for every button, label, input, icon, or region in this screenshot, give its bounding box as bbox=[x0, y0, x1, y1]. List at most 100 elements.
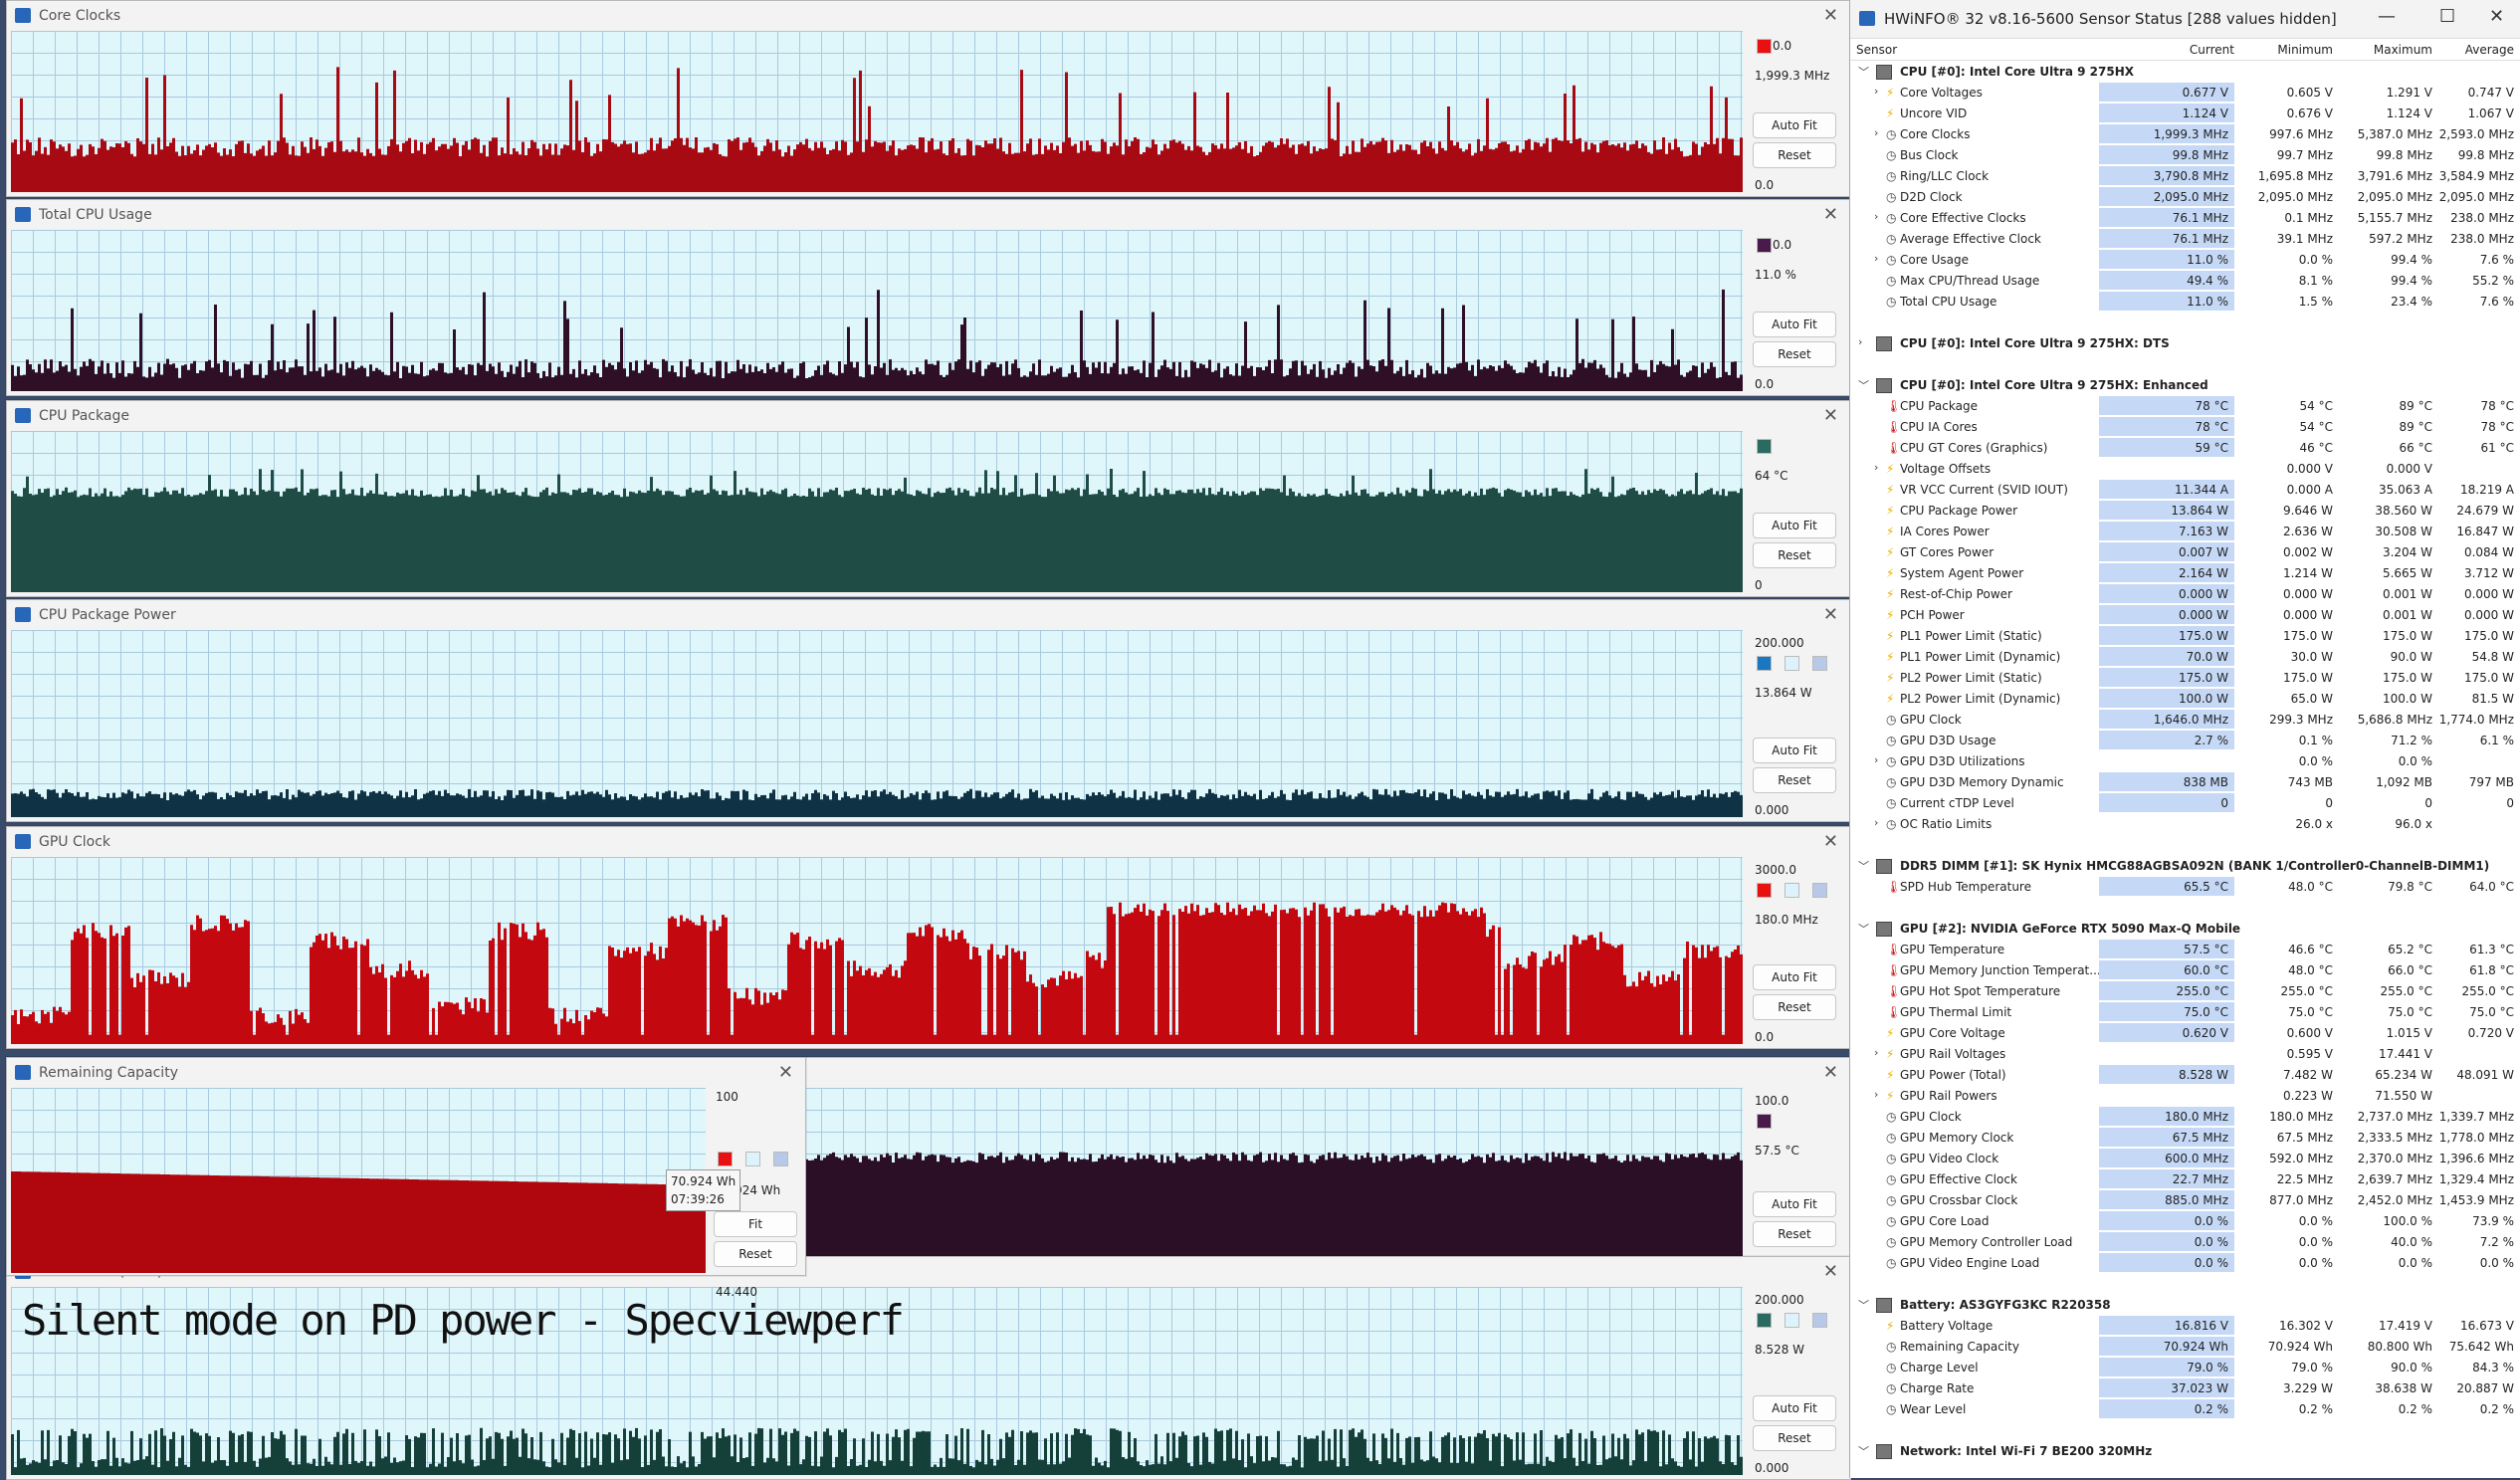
sensor-row[interactable]: ◷ GPU D3D Memory Dynamic 838 MB 743 MB 1,092… bbox=[1850, 772, 2520, 793]
color-swatch[interactable] bbox=[1785, 1313, 1799, 1328]
reset-button[interactable]: Reset bbox=[1753, 1221, 1836, 1247]
sensor-group-row[interactable]: ﹀ CPU [#0]: Intel Core Ultra 9 275HX: Enh… bbox=[1850, 375, 2520, 396]
chevron-right-icon[interactable]: › bbox=[1874, 816, 1879, 829]
sensor-row[interactable]: › ⚡ Voltage Offsets 0.000 V 0.000 V bbox=[1850, 459, 2520, 480]
sensor-row[interactable]: ⚡ PL2 Power Limit (Static) 175.0 W 175.0 W 1… bbox=[1850, 668, 2520, 689]
close-icon[interactable]: ✕ bbox=[1822, 5, 1838, 26]
color-swatch[interactable] bbox=[1812, 656, 1827, 671]
hwinfo-sensor-window[interactable]: HWiNFO® 32 v8.16-5600 Sensor Status [288… bbox=[1849, 0, 2520, 1478]
sensor-row[interactable]: 🌡 GPU Memory Junction Temperat... 60.0 °C 4… bbox=[1850, 960, 2520, 981]
auto-fit-button[interactable]: Auto Fit bbox=[1753, 738, 1836, 763]
chevron-right-icon[interactable]: › bbox=[1874, 1088, 1879, 1101]
chevron-down-icon[interactable]: ﹀ bbox=[1858, 66, 1869, 79]
cpu-package-window[interactable]: CPU Package ✕ 64 °C Auto Fit Reset 0 bbox=[6, 400, 1851, 597]
color-swatch[interactable] bbox=[773, 1152, 788, 1166]
color-swatch[interactable] bbox=[745, 1152, 760, 1166]
col-sensor[interactable]: Sensor bbox=[1856, 43, 1898, 57]
chevron-right-icon[interactable]: › bbox=[1874, 85, 1879, 98]
reset-button[interactable]: Reset bbox=[1753, 142, 1836, 168]
minimize-icon[interactable]: — bbox=[2378, 6, 2396, 27]
reset-button[interactable]: Reset bbox=[714, 1241, 797, 1267]
chevron-right-icon[interactable]: › bbox=[1874, 1046, 1879, 1059]
sensor-group-row[interactable]: ﹀ DDR5 DIMM [#1]: SK Hynix HMCG88AGBSA092… bbox=[1850, 856, 2520, 877]
color-swatch[interactable] bbox=[1812, 1313, 1827, 1328]
sensor-row[interactable]: › ◷ OC Ratio Limits 26.0 x 96.0 x bbox=[1850, 814, 2520, 835]
total-cpu-usage-window[interactable]: Total CPU Usage ✕ 0.0 11.0 % Auto Fit Reset 0.… bbox=[6, 199, 1851, 396]
chevron-down-icon[interactable]: ﹀ bbox=[1858, 923, 1869, 936]
sensor-row[interactable]: ◷ GPU Video Clock 600.0 MHz 592.0 MHz 2,370.… bbox=[1850, 1149, 2520, 1169]
sensor-row[interactable]: ⚡ System Agent Power 2.164 W 1.214 W 5.665 W… bbox=[1850, 563, 2520, 584]
reset-button[interactable]: Reset bbox=[1753, 542, 1836, 568]
sensor-row[interactable]: ◷ GPU Core Load 0.0 % 0.0 % 100.0 % 73.9 % bbox=[1850, 1211, 2520, 1232]
auto-fit-button[interactable]: Auto Fit bbox=[1753, 964, 1836, 990]
chevron-right-icon[interactable]: › bbox=[1874, 126, 1879, 139]
close-icon[interactable]: ✕ bbox=[1822, 604, 1838, 625]
chevron-down-icon[interactable]: ﹀ bbox=[1858, 860, 1869, 873]
sensor-row[interactable]: ◷ GPU Clock 1,646.0 MHz 299.3 MHz 5,686.8 MH… bbox=[1850, 710, 2520, 731]
sensor-row[interactable]: ⚡ GT Cores Power 0.007 W 0.002 W 3.204 W 0.08… bbox=[1850, 542, 2520, 563]
color-swatch[interactable] bbox=[1785, 883, 1799, 898]
sensor-group-row[interactable]: ﹀ GPU [#2]: NVIDIA GeForce RTX 5090 Max-Q… bbox=[1850, 919, 2520, 940]
auto-fit-button[interactable]: Auto Fit bbox=[1753, 312, 1836, 337]
sensor-row[interactable]: ◷ GPU Crossbar Clock 885.0 MHz 877.0 MHz 2,4… bbox=[1850, 1190, 2520, 1211]
sensor-row[interactable]: 🌡 CPU Package 78 °C 54 °C 89 °C 78 °C bbox=[1850, 396, 2520, 417]
col-minimum[interactable]: Minimum bbox=[2277, 43, 2333, 57]
col-maximum[interactable]: Maximum bbox=[2373, 43, 2432, 57]
sensor-row[interactable]: ⚡ Rest-of-Chip Power 0.000 W 0.000 W 0.001 W… bbox=[1850, 584, 2520, 605]
sensor-row[interactable]: ⚡ GPU Power (Total) 8.528 W 7.482 W 65.234 W… bbox=[1850, 1065, 2520, 1086]
close-icon[interactable]: ✕ bbox=[777, 1062, 793, 1083]
chevron-down-icon[interactable]: ﹀ bbox=[1858, 1299, 1869, 1312]
sensor-row[interactable]: › ◷ GPU D3D Utilizations 0.0 % 0.0 % bbox=[1850, 751, 2520, 772]
chevron-down-icon[interactable]: ﹀ bbox=[1858, 1445, 1869, 1458]
sensor-row[interactable]: 🌡 CPU GT Cores (Graphics) 59 °C 46 °C 66 °C 6… bbox=[1850, 438, 2520, 459]
fit-button[interactable]: Fit bbox=[714, 1211, 797, 1237]
sensor-row[interactable]: ⚡ CPU Package Power 13.864 W 9.646 W 38.560 … bbox=[1850, 501, 2520, 522]
remaining-title-bar[interactable]: Remaining Capacity ✕ bbox=[7, 1058, 805, 1086]
sensor-row[interactable]: ◷ Current cTDP Level 0 0 0 0 bbox=[1850, 793, 2520, 814]
sensor-row[interactable]: ◷ GPU Video Engine Load 0.0 % 0.0 % 0.0 % 0.0… bbox=[1850, 1253, 2520, 1274]
sensor-row[interactable]: ⚡ Uncore VID 1.124 V 0.676 V 1.124 V 1.067 V bbox=[1850, 104, 2520, 124]
sensor-row[interactable]: ⚡ IA Cores Power 7.163 W 2.636 W 30.508 W 16.… bbox=[1850, 522, 2520, 542]
color-swatch[interactable] bbox=[1757, 1114, 1772, 1129]
sensor-row[interactable]: ◷ GPU Memory Controller Load 0.0 % 0.0 % 40.… bbox=[1850, 1232, 2520, 1253]
cpu-package-power-window[interactable]: CPU Package Power ✕ 200.000 13.864 W Auto Fi… bbox=[6, 599, 1851, 822]
sensor-row[interactable]: 🌡 GPU Temperature 57.5 °C 46.6 °C 65.2 °C 61.… bbox=[1850, 940, 2520, 960]
sensor-row[interactable]: › ◷ Core Effective Clocks 76.1 MHz 0.1 MHz 5,… bbox=[1850, 208, 2520, 229]
graph-title-bar[interactable]: Core Clocks ✕ bbox=[7, 1, 1850, 29]
reset-button[interactable]: Reset bbox=[1753, 1425, 1836, 1451]
close-icon[interactable]: ✕ bbox=[1822, 1062, 1838, 1083]
chevron-right-icon[interactable]: › bbox=[1874, 461, 1879, 474]
chevron-right-icon[interactable]: › bbox=[1858, 335, 1863, 348]
sensor-row[interactable]: ⚡ Battery Voltage 16.816 V 16.302 V 17.419 V… bbox=[1850, 1316, 2520, 1337]
color-swatch[interactable] bbox=[1757, 439, 1772, 454]
sensor-row[interactable]: 🌡 GPU Hot Spot Temperature 255.0 °C 255.0 °… bbox=[1850, 981, 2520, 1002]
color-swatch[interactable] bbox=[1812, 883, 1827, 898]
hwinfo-title-bar[interactable]: HWiNFO® 32 v8.16-5600 Sensor Status [288… bbox=[1850, 0, 2520, 39]
sensor-row[interactable]: ◷ Average Effective Clock 76.1 MHz 39.1 MHz… bbox=[1850, 229, 2520, 250]
sensor-row[interactable]: 🌡 CPU IA Cores 78 °C 54 °C 89 °C 78 °C bbox=[1850, 417, 2520, 438]
sensor-row[interactable]: ◷ GPU Clock 180.0 MHz 180.0 MHz 2,737.0 MHz 1… bbox=[1850, 1107, 2520, 1128]
auto-fit-button[interactable]: Auto Fit bbox=[1753, 1191, 1836, 1217]
color-swatch[interactable] bbox=[1757, 883, 1772, 898]
graph-title-bar[interactable]: CPU Package Power ✕ bbox=[7, 600, 1850, 628]
auto-fit-button[interactable]: Auto Fit bbox=[1753, 112, 1836, 138]
sensor-row[interactable]: ⚡ PL1 Power Limit (Dynamic) 70.0 W 30.0 W 90… bbox=[1850, 647, 2520, 668]
color-swatch[interactable] bbox=[718, 1152, 733, 1166]
remaining-capacity-window[interactable]: Remaining Capacity ✕ 100 70.924 Wh Fit R… bbox=[6, 1057, 806, 1299]
sensor-row[interactable]: › ◷ Core Clocks 1,999.3 MHz 997.6 MHz 5,387.0… bbox=[1850, 124, 2520, 145]
sensor-row[interactable]: ◷ Remaining Capacity 70.924 Wh 70.924 Wh 80.… bbox=[1850, 1337, 2520, 1358]
auto-fit-button[interactable]: Auto Fit bbox=[1753, 1395, 1836, 1421]
color-swatch[interactable] bbox=[1757, 656, 1772, 671]
close-icon[interactable]: ✕ bbox=[1822, 204, 1838, 225]
col-current[interactable]: Current bbox=[2189, 43, 2234, 57]
sensor-group-row[interactable]: › CPU [#0]: Intel Core Ultra 9 275HX: DTS bbox=[1850, 333, 2520, 354]
reset-button[interactable]: Reset bbox=[1753, 994, 1836, 1020]
reset-button[interactable]: Reset bbox=[1753, 767, 1836, 793]
sensor-group-row[interactable]: ﹀ Network: Intel Wi-Fi 7 BE200 320MHz bbox=[1850, 1441, 2520, 1462]
chevron-down-icon[interactable]: ﹀ bbox=[1858, 379, 1869, 392]
sensor-row[interactable]: › ⚡ Core Voltages 0.677 V 0.605 V 1.291 V 0.74… bbox=[1850, 83, 2520, 104]
sensor-row[interactable]: ◷ D2D Clock 2,095.0 MHz 2,095.0 MHz 2,095.0 … bbox=[1850, 187, 2520, 208]
graph-title-bar[interactable]: Total CPU Usage ✕ bbox=[7, 200, 1850, 228]
sensor-row[interactable]: › ⚡ GPU Rail Voltages 0.595 V 17.441 V bbox=[1850, 1044, 2520, 1065]
sensor-row[interactable]: ◷ Ring/LLC Clock 3,790.8 MHz 1,695.8 MHz 3,7… bbox=[1850, 166, 2520, 187]
